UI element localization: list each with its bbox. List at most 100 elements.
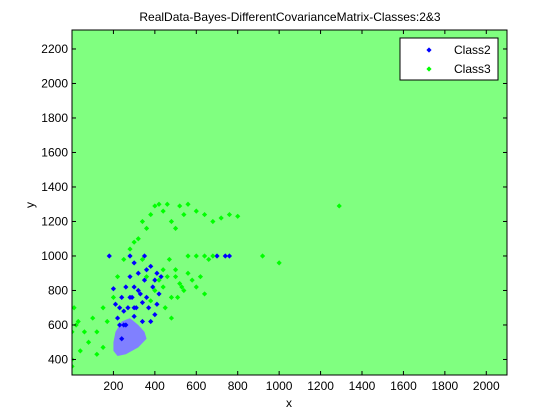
- data-point-class2: [222, 253, 228, 259]
- data-point-class3: [172, 225, 179, 231]
- data-point-class2: [143, 267, 150, 273]
- data-point-class3: [127, 246, 133, 252]
- y-tick-label: 2200: [41, 42, 68, 56]
- data-point-class3: [172, 274, 179, 280]
- data-point-class3: [179, 284, 185, 290]
- data-point-class3: [336, 203, 342, 209]
- data-point-class3: [94, 351, 100, 357]
- data-point-class2: [158, 274, 164, 280]
- data-point-class2: [114, 315, 121, 321]
- data-point-class2: [131, 305, 137, 311]
- data-point-class3: [168, 218, 175, 225]
- x-tick-label: 600: [186, 379, 206, 393]
- data-point-class3: [160, 267, 166, 273]
- data-point-class2: [154, 301, 160, 307]
- data-point-class2: [121, 308, 127, 314]
- y-tick-label: 1600: [41, 145, 68, 159]
- data-point-class3: [72, 363, 75, 369]
- plot-frame: [71, 29, 508, 376]
- data-point-class3: [152, 203, 158, 209]
- data-point-class3: [75, 318, 81, 325]
- data-point-class3: [73, 322, 79, 328]
- data-point-class3: [160, 284, 166, 290]
- y-tick-label: 600: [48, 318, 68, 332]
- legend-label-class3: Class3: [454, 62, 491, 76]
- data-point-class3: [226, 211, 233, 218]
- data-point-class2: [117, 305, 123, 311]
- data-point-class3: [131, 239, 137, 245]
- legend: Class2 Class3: [399, 37, 499, 81]
- legend-label-class2: Class2: [454, 43, 491, 57]
- data-point-class3: [189, 277, 195, 283]
- data-point-class3: [259, 253, 266, 259]
- x-tick-label: 400: [145, 379, 165, 393]
- x-tick-label: 1600: [390, 379, 417, 393]
- data-point-class3: [210, 253, 216, 259]
- data-point-class2: [152, 277, 158, 283]
- data-point-class2: [123, 284, 129, 290]
- data-point-class2: [152, 312, 158, 318]
- data-point-class3: [100, 344, 106, 350]
- data-point-class3: [175, 294, 181, 300]
- data-point-class2: [137, 291, 143, 297]
- x-tick-label: 800: [228, 379, 248, 393]
- y-tick-label: 1000: [41, 249, 68, 263]
- data-point-class2: [214, 253, 220, 259]
- y-axis-label: y: [23, 202, 37, 208]
- data-point-class3: [72, 305, 77, 311]
- data-point-class3: [100, 305, 106, 311]
- data-point-class2: [150, 284, 156, 290]
- y-tick-label: 1800: [41, 111, 68, 125]
- y-tick-label: 2000: [41, 76, 68, 90]
- data-point-class2: [131, 284, 137, 290]
- data-point-class3: [164, 201, 170, 207]
- data-point-class3: [152, 287, 158, 294]
- data-point-class2: [110, 286, 117, 292]
- data-point-class3: [185, 270, 191, 276]
- data-point-class3: [114, 274, 121, 280]
- data-point-class3: [156, 201, 162, 207]
- chart-title: RealData-Bayes-DifferentCovarianceMatrix…: [139, 10, 441, 24]
- data-point-class3: [162, 305, 168, 311]
- plot-background: [72, 30, 507, 375]
- data-point-class3: [235, 213, 241, 219]
- data-point-class3: [135, 236, 141, 242]
- data-point-class2: [139, 299, 146, 306]
- x-tick-label: 1400: [349, 379, 376, 393]
- data-point-class3: [90, 315, 96, 321]
- data-point-class2: [154, 270, 160, 276]
- data-point-class3: [201, 211, 208, 218]
- legend-marker-class2: [426, 47, 432, 53]
- x-tick-label: 200: [103, 379, 123, 393]
- data-point-class3: [139, 218, 146, 225]
- data-point-class3: [72, 329, 75, 335]
- data-point-class3: [104, 318, 110, 325]
- x-tick-label: 1800: [432, 379, 459, 393]
- y-tick-label: 1200: [41, 214, 68, 228]
- data-point-class2: [117, 322, 123, 328]
- data-point-class3: [181, 287, 187, 294]
- data-point-class3: [185, 201, 191, 207]
- data-point-class2: [226, 253, 233, 259]
- x-tick-label: 1000: [266, 379, 293, 393]
- data-point-class2: [123, 322, 129, 328]
- data-point-class3: [156, 277, 162, 283]
- data-point-class3: [185, 253, 191, 259]
- data-point-class2: [125, 305, 131, 311]
- data-point-class3: [168, 294, 175, 300]
- data-point-class3: [193, 253, 199, 259]
- data-point-class3: [164, 274, 170, 280]
- data-point-class3: [177, 280, 183, 287]
- data-point-class3: [193, 284, 199, 290]
- data-point-class3: [276, 260, 282, 266]
- data-point-class3: [121, 256, 127, 263]
- x-tick-label: 2000: [473, 379, 500, 393]
- data-point-class2: [146, 305, 152, 311]
- y-axis-ticks: 400 600 800 1000 1200 1400 1600 1800 2000 2200: [41, 42, 507, 366]
- data-point-class2: [139, 318, 146, 325]
- data-point-class2: [131, 313, 137, 319]
- data-point-class3: [143, 225, 150, 231]
- data-point-class3: [172, 267, 179, 273]
- data-point-class2: [148, 318, 154, 325]
- x-tick-label: 1200: [307, 379, 334, 393]
